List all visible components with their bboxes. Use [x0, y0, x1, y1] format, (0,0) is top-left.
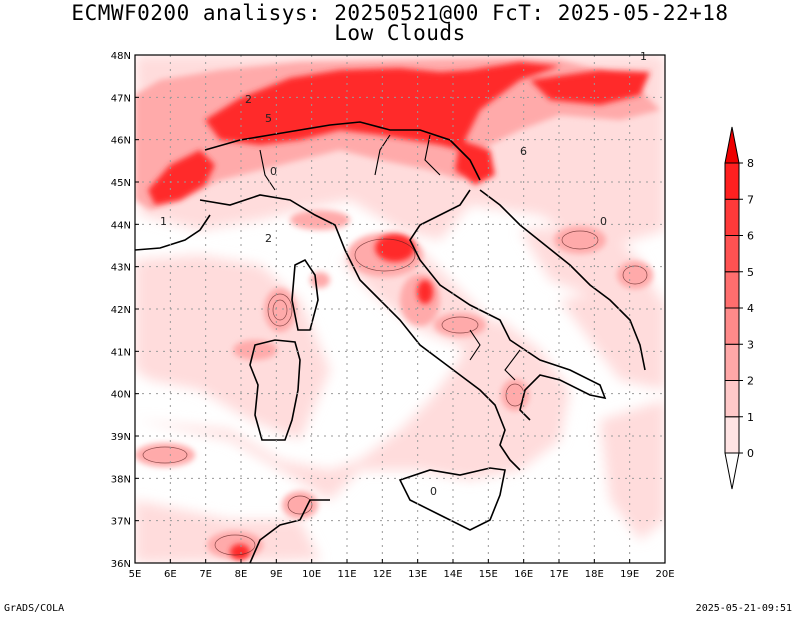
x-axis-labels: 5E 6E 7E 8E 9E 10E 11E 12E 13E 14E 15E 16E 17E 18E 19E… — [129, 559, 675, 580]
y-tick-label: 46N — [111, 136, 131, 147]
x-tick-label: 17E — [549, 569, 568, 580]
colorbar-swatch — [724, 198, 740, 236]
y-tick-label: 41N — [111, 347, 131, 358]
y-tick-label: 38N — [111, 474, 131, 485]
colorbar-label: 1 — [747, 411, 754, 424]
x-tick-label: 20E — [655, 569, 674, 580]
x-tick-label: 9E — [270, 569, 283, 580]
x-tick-label: 10E — [302, 569, 321, 580]
y-tick-label: 37N — [111, 517, 131, 528]
colorbar-swatch — [724, 162, 740, 200]
colorbar-label: 7 — [747, 193, 754, 206]
y-tick-label: 48N — [111, 51, 131, 62]
contour-label: 5 — [265, 112, 272, 125]
x-tick-label: 13E — [408, 569, 427, 580]
colorbar-swatch — [724, 380, 740, 418]
cloud-field — [135, 55, 665, 563]
contour-label: 2 — [245, 93, 252, 106]
x-tick-label: 11E — [337, 569, 356, 580]
colorbar-label: 0 — [747, 447, 754, 460]
map-chart: 5E 6E 7E 8E 9E 10E 11E 12E 13E 14E 15E 16E 17E 18E 19E… — [111, 50, 754, 580]
x-tick-label: 15E — [479, 569, 498, 580]
colorbar-swatch — [724, 235, 740, 273]
contour-label: 0 — [430, 485, 437, 498]
contour-label: 0 — [600, 215, 607, 228]
colorbar: 0 1 2 3 4 5 6 7 8 — [724, 126, 754, 490]
coastlines — [135, 121, 646, 563]
colorbar-label: 2 — [747, 375, 754, 388]
x-tick-label: 19E — [620, 569, 639, 580]
footer-software: GrADS/COLA — [4, 603, 65, 614]
x-tick-label: 12E — [373, 569, 392, 580]
footer-timestamp: 2025-05-21-09:51 — [695, 603, 792, 614]
y-axis-labels: 36N 37N 38N 39N 40N 41N 42N 43N 44N 45N 46N 47N 48N — [111, 51, 139, 570]
contour-label: 2 — [265, 232, 272, 245]
colorbar-swatch — [724, 416, 740, 454]
borders — [259, 134, 521, 381]
grid-lines — [135, 55, 665, 563]
y-tick-label: 40N — [111, 390, 131, 401]
contour-label: 1 — [640, 50, 647, 63]
colorbar-label: 5 — [747, 266, 754, 279]
x-tick-label: 16E — [514, 569, 533, 580]
contour-label: 0 — [270, 165, 277, 178]
y-tick-label: 47N — [111, 93, 131, 104]
y-tick-label: 39N — [111, 432, 131, 443]
colorbar-swatch — [724, 271, 740, 309]
colorbar-label: 3 — [747, 338, 754, 351]
y-tick-label: 44N — [111, 220, 131, 231]
colorbar-swatch — [724, 343, 740, 381]
colorbar-label: 6 — [747, 230, 754, 243]
colorbar-label: 4 — [747, 302, 754, 315]
x-tick-label: 6E — [164, 569, 177, 580]
contour-label: 1 — [160, 215, 167, 228]
y-tick-label: 42N — [111, 305, 131, 316]
x-tick-label: 14E — [443, 569, 462, 580]
chart-title: ECMWF0200 analisys: 20250521@00 FcT: 202… — [71, 1, 729, 25]
colorbar-max-arrow — [724, 126, 740, 164]
colorbar-min-arrow — [724, 452, 740, 490]
y-tick-label: 36N — [111, 559, 131, 570]
x-tick-label: 8E — [235, 569, 248, 580]
contour-label: 6 — [520, 145, 527, 158]
x-tick-label: 18E — [585, 569, 604, 580]
y-tick-label: 45N — [111, 178, 131, 189]
colorbar-label: 8 — [747, 157, 754, 170]
x-tick-label: 7E — [199, 569, 212, 580]
y-tick-label: 43N — [111, 263, 131, 274]
x-tick-label: 5E — [129, 569, 142, 580]
colorbar-swatch — [724, 307, 740, 345]
chart-subtitle: Low Clouds — [334, 21, 466, 45]
